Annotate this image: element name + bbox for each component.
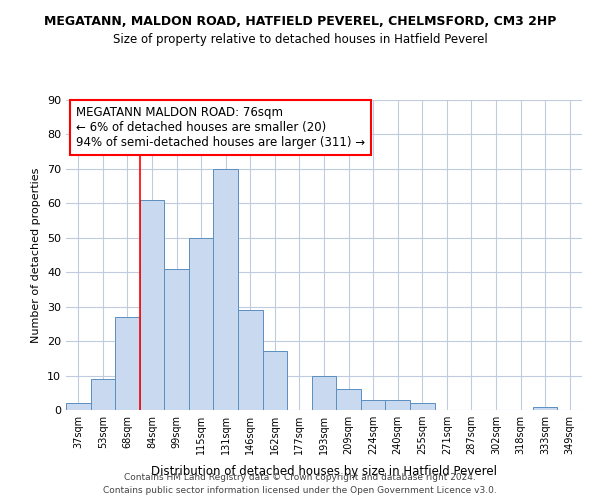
Text: MEGATANN, MALDON ROAD, HATFIELD PEVEREL, CHELMSFORD, CM3 2HP: MEGATANN, MALDON ROAD, HATFIELD PEVEREL,…: [44, 15, 556, 28]
Bar: [336, 390, 361, 410]
Bar: [533, 406, 557, 410]
Bar: [189, 238, 214, 410]
Bar: [385, 400, 410, 410]
Text: Contains HM Land Registry data © Crown copyright and database right 2024.: Contains HM Land Registry data © Crown c…: [124, 472, 476, 482]
Text: Size of property relative to detached houses in Hatfield Peverel: Size of property relative to detached ho…: [113, 32, 487, 46]
Bar: [361, 400, 385, 410]
Bar: [410, 403, 434, 410]
Bar: [91, 379, 115, 410]
Text: MEGATANN MALDON ROAD: 76sqm
← 6% of detached houses are smaller (20)
94% of semi: MEGATANN MALDON ROAD: 76sqm ← 6% of deta…: [76, 106, 365, 149]
Bar: [312, 376, 336, 410]
Bar: [164, 269, 189, 410]
Bar: [115, 317, 140, 410]
Y-axis label: Number of detached properties: Number of detached properties: [31, 168, 41, 342]
Text: Contains public sector information licensed under the Open Government Licence v3: Contains public sector information licen…: [103, 486, 497, 495]
Bar: [263, 352, 287, 410]
X-axis label: Distribution of detached houses by size in Hatfield Peverel: Distribution of detached houses by size …: [151, 466, 497, 478]
Bar: [238, 310, 263, 410]
Bar: [66, 403, 91, 410]
Bar: [140, 200, 164, 410]
Bar: [214, 169, 238, 410]
